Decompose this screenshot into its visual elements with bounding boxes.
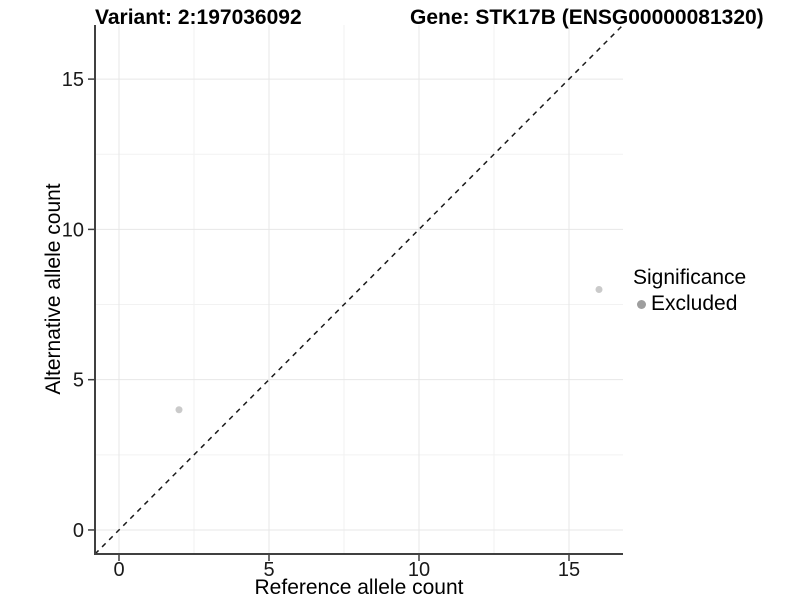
y-tick-label: 5 [73,370,84,392]
x-tick-label: 15 [558,559,580,581]
data-point [175,406,183,414]
x-tick-label: 10 [408,559,430,581]
point-icon [637,299,646,309]
variant-title: Variant: 2:197036092 [95,6,302,29]
y-axis-title: Alternative allele count [42,183,65,395]
y-tick-label: 10 [62,219,84,241]
data-point [595,286,603,293]
y-tick-label: 0 [73,520,84,542]
x-axis-title: Reference allele count [254,576,464,599]
legend-item-excluded: Excluded [633,292,746,316]
gene-title: Gene: STK17B (ENSG00000081320) [410,6,764,29]
y-tick-label: 15 [62,69,84,91]
x-tick-label: 5 [263,559,274,581]
legend: Significance Excluded [633,266,746,316]
x-tick-label: 0 [113,559,124,581]
identity-dashed-line [94,24,624,555]
legend-title: Significance [633,266,747,289]
legend-item-label: Excluded [651,292,738,315]
